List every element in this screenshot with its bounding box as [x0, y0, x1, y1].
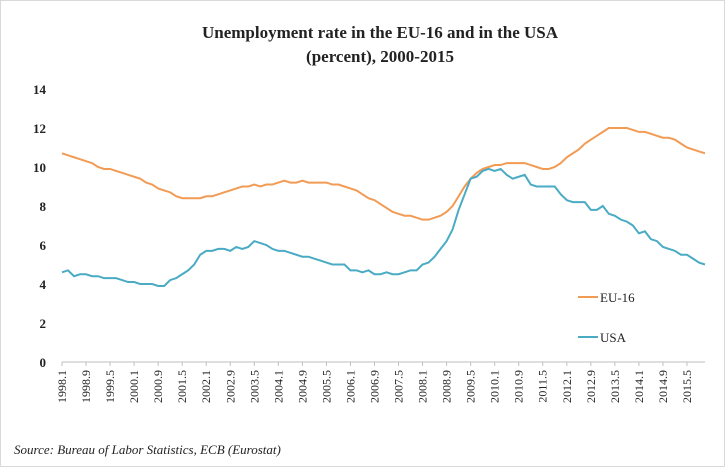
x-tick-label: 2009.5: [464, 370, 478, 403]
y-tick-label: 4: [40, 277, 47, 292]
x-tick-label: 2010.1: [488, 370, 502, 403]
y-tick-label: 10: [33, 160, 46, 175]
y-tick-label: 14: [33, 82, 47, 97]
x-tick-label: 2000.9: [151, 370, 165, 403]
x-tick-label: 2015.5: [680, 370, 694, 403]
x-tick-label: 2002.9: [223, 370, 237, 403]
data-line: [61, 167, 706, 287]
x-tick-label: 2005.5: [319, 370, 333, 403]
x-tick-label: 2007.5: [392, 370, 406, 403]
x-tick-label: 2008.9: [440, 370, 454, 403]
x-tick-label: 2013.5: [608, 370, 622, 403]
x-tick-label: 2012.1: [560, 370, 574, 403]
source: Source: Bureau of Labor Statistics, ECB …: [14, 442, 281, 457]
y-tick-label: 8: [40, 199, 47, 214]
x-tick-label: 1998.9: [79, 370, 93, 403]
x-tick-label: 2002.1: [199, 370, 213, 403]
x-tick-label: 2006.1: [343, 370, 357, 403]
data-line: [61, 127, 706, 221]
y-tick-label: 0: [40, 355, 47, 370]
legend-label: USA: [600, 330, 627, 345]
x-tick-label: 2008.1: [416, 370, 430, 403]
x-tick-label: 2014.1: [632, 370, 646, 403]
y-tick-label: 12: [33, 121, 46, 136]
legend-label: EU-16: [600, 290, 635, 305]
y-tick-label: 6: [40, 238, 47, 253]
x-tick-label: 2004.9: [295, 370, 309, 403]
y-tick-label: 2: [40, 316, 47, 331]
x-tick-label: 2006.9: [367, 370, 381, 403]
x-tick-label: 2014.9: [656, 370, 670, 403]
x-tick-label: 2000.1: [127, 370, 141, 403]
x-tick-label: 2012.9: [584, 370, 598, 403]
x-tick-label: 2003.5: [247, 370, 261, 403]
chart-subtitle: (percent), 2000-2015: [306, 47, 454, 66]
x-tick-label: 2010.9: [512, 370, 526, 403]
x-tick-label: 2004.1: [271, 370, 285, 403]
x-tick-label: 1998.1: [55, 370, 69, 403]
x-tick-label: 2001.5: [175, 370, 189, 403]
x-tick-label: 2011.5: [536, 370, 550, 403]
x-tick-label: 1999.5: [103, 370, 117, 403]
chart-title: Unemployment rate in the EU-16 and in th…: [202, 23, 559, 42]
